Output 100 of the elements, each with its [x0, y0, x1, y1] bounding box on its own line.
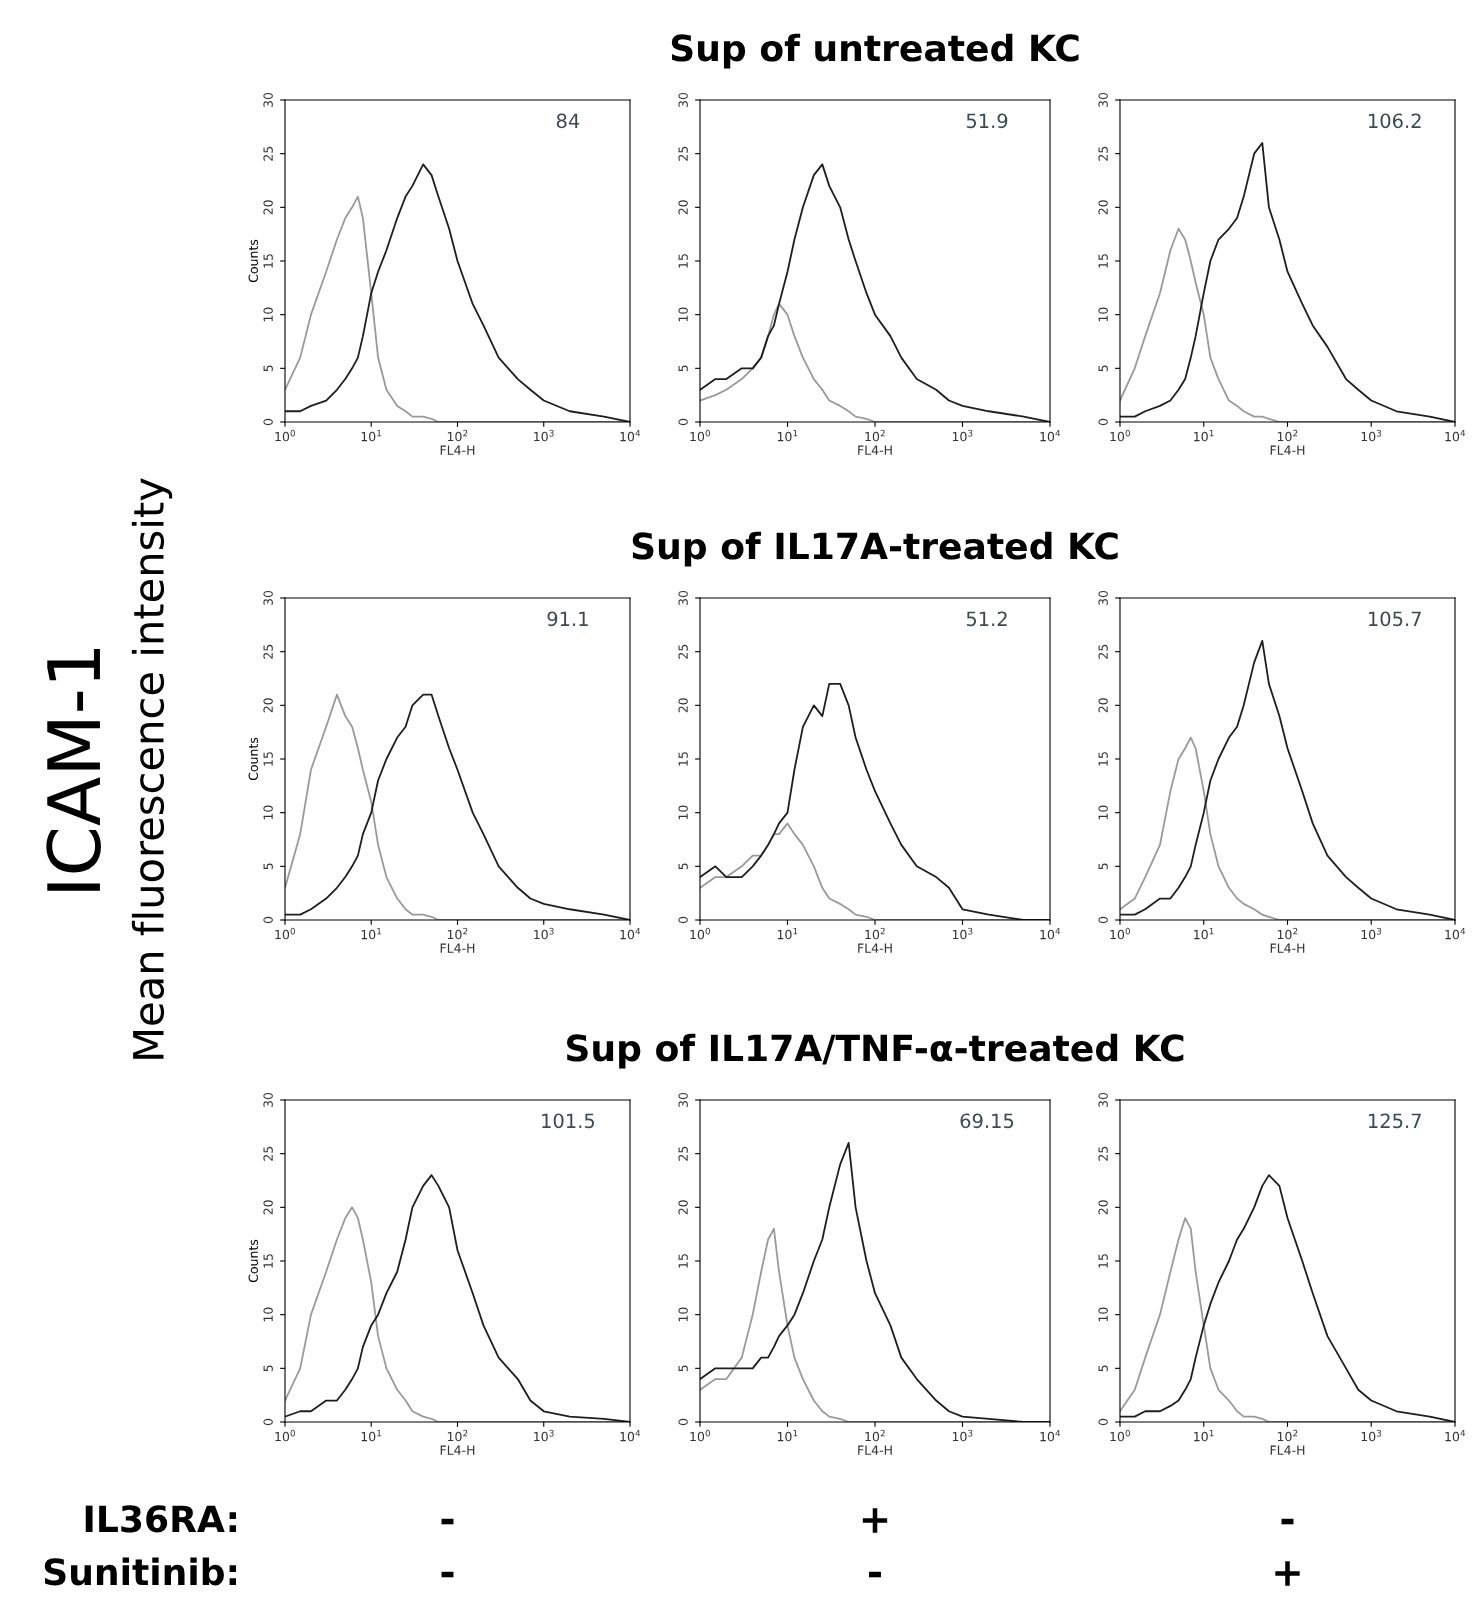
- x-tick-label: 10$^{1}$: [777, 927, 798, 940]
- y-tick-label: 10: [678, 1307, 688, 1322]
- annotation: 105.7: [1369, 611, 1421, 627]
- y-tick-label: 25: [678, 146, 688, 161]
- y-tick-label: 0: [1098, 1418, 1108, 1426]
- y-tick-label: 5: [263, 365, 273, 372]
- y-tick-label: 10: [1098, 1307, 1108, 1322]
- y-tick-label: 25: [263, 644, 273, 659]
- y-tick-label: 30: [1098, 92, 1108, 107]
- y-tick-label: 25: [678, 644, 688, 659]
- x-tick-label: 10$^{1}$: [777, 429, 798, 442]
- y-tick-label: 10: [263, 805, 273, 820]
- y-tick-label: 30: [678, 1092, 688, 1107]
- x-tick-label: 10$^{0}$: [1110, 927, 1131, 940]
- x-tick-label: 10$^{4}$: [1040, 429, 1061, 442]
- x-tick-label: 10$^{3}$: [1361, 1429, 1382, 1442]
- y-tick-label: 15: [678, 752, 688, 766]
- x-tick-label: 10$^{3}$: [1361, 429, 1382, 442]
- x-tick-label: 10$^{2}$: [865, 1429, 885, 1442]
- y-tick-label: 20: [678, 200, 688, 215]
- y-tick-label: 15: [263, 254, 273, 268]
- x-tick-label: 10$^{2}$: [865, 429, 885, 442]
- y-tick-label: 5: [1098, 863, 1108, 870]
- y-tick-label: 0: [678, 1418, 688, 1426]
- y-axis-title: Counts: [248, 737, 258, 781]
- y-tick-label: 10: [263, 307, 273, 322]
- text: ICAM-1: [46, 648, 101, 891]
- y-tick-label: 30: [678, 92, 688, 107]
- y-tick-label: 5: [263, 863, 273, 870]
- y-tick-label: 15: [263, 1254, 273, 1268]
- y-tick-label: 20: [678, 698, 688, 713]
- y-tick-label: 15: [1098, 254, 1108, 268]
- y-tick-label: 20: [263, 698, 273, 713]
- x-tick-label: 10$^{2}$: [1277, 429, 1298, 442]
- x-tick-label: 10$^{0}$: [275, 927, 296, 940]
- x-tick-label: 10$^{2}$: [447, 927, 468, 940]
- x-tick-label: 10$^{3}$: [952, 1429, 973, 1442]
- x-axis-title: FL4-H: [440, 1445, 475, 1455]
- x-tick-label: 10$^{1}$: [1194, 927, 1214, 940]
- y-tick-label: 20: [263, 1200, 273, 1215]
- x-tick-label: 10$^{0}$: [1110, 1429, 1131, 1442]
- x-tick-label: 10$^{2}$: [447, 1429, 468, 1442]
- x-tick-label: 10$^{1}$: [777, 1429, 798, 1442]
- text: -: [869, 1571, 881, 1578]
- text: +: [1275, 1561, 1300, 1586]
- x-tick-label: 10$^{3}$: [1361, 927, 1382, 940]
- x-tick-label: 10$^{4}$: [1445, 429, 1466, 442]
- x-tick-label: 10$^{3}$: [952, 429, 973, 442]
- x-tick-label: 10$^{0}$: [690, 1429, 711, 1442]
- y-tick-label: 20: [1098, 1200, 1108, 1215]
- y-tick-label: 25: [1098, 1146, 1108, 1161]
- chart-title: Sup of IL17A-treated KC: [632, 531, 1118, 567]
- x-axis-title: FL4-H: [858, 1445, 892, 1455]
- y-tick-label: 15: [1098, 752, 1108, 766]
- y-tick-label: 5: [678, 1365, 688, 1372]
- annotation: 51.9: [966, 113, 1008, 129]
- y-tick-label: 5: [678, 863, 688, 870]
- y-tick-label: 5: [678, 365, 688, 372]
- x-axis-title: FL4-H: [440, 943, 475, 953]
- y-tick-label: 10: [263, 1307, 273, 1322]
- y-axis-title: Counts: [248, 1239, 258, 1283]
- y-tick-label: 0: [263, 418, 273, 426]
- x-tick-label: 10$^{2}$: [447, 429, 468, 442]
- y-tick-label: 0: [678, 916, 688, 924]
- y-tick-label: 30: [263, 92, 273, 107]
- x-tick-label: 10$^{4}$: [1445, 927, 1466, 940]
- text: -: [441, 1518, 454, 1525]
- x-tick-label: 10$^{4}$: [620, 429, 641, 442]
- annotation: 51.2: [966, 611, 1007, 627]
- x-tick-label: 10$^{4}$: [620, 1429, 641, 1442]
- x-tick-label: 10$^{0}$: [690, 927, 711, 940]
- x-axis-title: FL4-H: [1270, 445, 1305, 455]
- y-tick-label: 10: [1098, 805, 1108, 820]
- y-tick-label: 10: [678, 307, 688, 322]
- x-tick-label: 10$^{4}$: [620, 927, 641, 940]
- text: Mean fluorescence intensity: [131, 478, 173, 1059]
- y-tick-label: 5: [263, 1365, 273, 1372]
- x-tick-label: 10$^{1}$: [361, 429, 382, 442]
- y-tick-label: 10: [1098, 307, 1108, 322]
- x-tick-label: 10$^{2}$: [1277, 927, 1298, 940]
- y-tick-label: 20: [678, 1200, 688, 1215]
- y-tick-label: 30: [263, 1092, 273, 1107]
- chart-title: Sup of untreated KC: [671, 33, 1079, 69]
- text: -: [1281, 1518, 1294, 1525]
- y-tick-label: 25: [1098, 644, 1108, 659]
- y-tick-label: 0: [263, 1418, 273, 1426]
- x-tick-label: 10$^{0}$: [690, 429, 711, 442]
- y-tick-label: 0: [1098, 916, 1108, 924]
- annotation: 69.15: [960, 1113, 1014, 1129]
- x-axis-title: FL4-H: [858, 943, 892, 953]
- x-tick-label: 10$^{3}$: [952, 927, 973, 940]
- y-tick-label: 5: [1098, 1365, 1108, 1372]
- y-tick-label: 20: [263, 200, 273, 215]
- x-tick-label: 10$^{2}$: [1277, 1429, 1298, 1442]
- x-tick-label: 10$^{4}$: [1445, 1429, 1466, 1442]
- y-tick-label: 20: [1098, 698, 1108, 713]
- annotation: 101.5: [542, 1113, 595, 1129]
- y-tick-label: 15: [678, 254, 688, 268]
- y-tick-label: 0: [678, 418, 688, 426]
- x-tick-label: 10$^{4}$: [1040, 1429, 1061, 1442]
